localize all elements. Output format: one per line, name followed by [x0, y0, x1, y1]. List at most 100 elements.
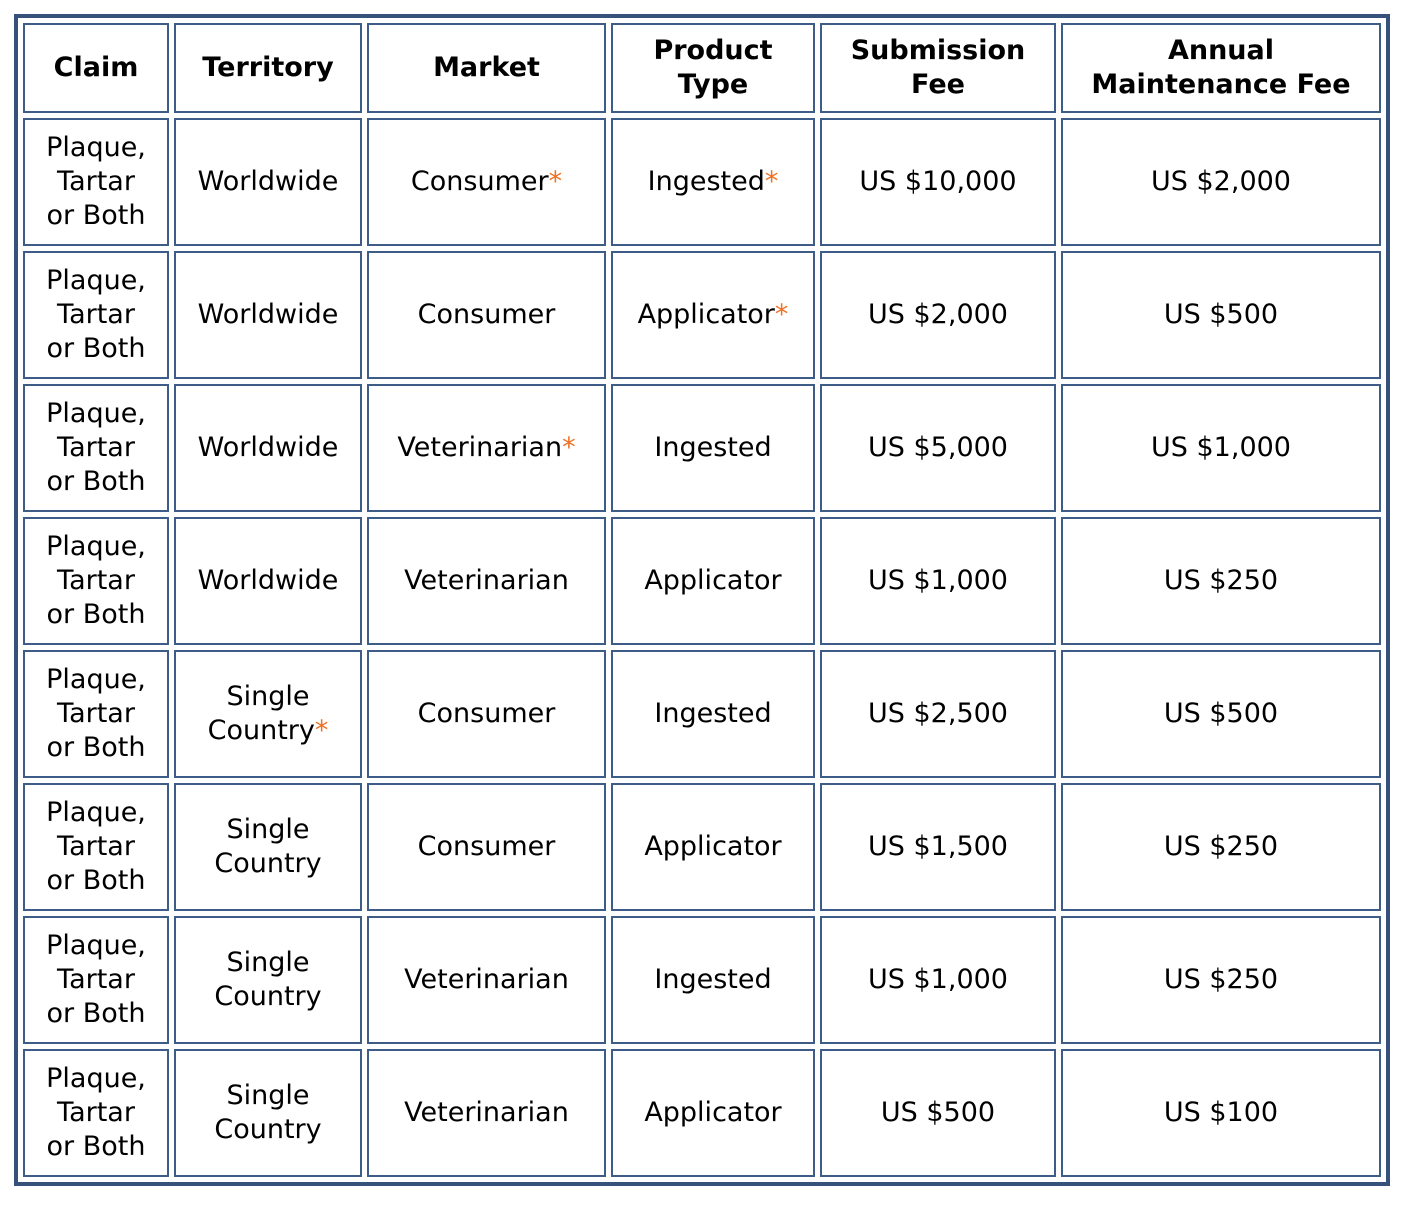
table-header: Claim Territory Market Product Type Subm…: [23, 23, 1381, 113]
cell-value: Plaque, Tartar or Both: [46, 796, 146, 896]
table-row: Plaque, Tartar or Both Single Country Co…: [23, 783, 1381, 911]
table-row: Plaque, Tartar or Both Worldwide Consume…: [23, 118, 1381, 246]
cell-claim: Plaque, Tartar or Both: [23, 517, 169, 645]
cell-claim: Plaque, Tartar or Both: [23, 118, 169, 246]
header-label: Annual Maintenance Fee: [1091, 35, 1351, 100]
cell-market: Consumer: [367, 251, 606, 379]
cell-product-type: Ingested*: [611, 118, 815, 246]
cell-claim: Plaque, Tartar or Both: [23, 916, 169, 1044]
table-row: Plaque, Tartar or Both Worldwide Consume…: [23, 251, 1381, 379]
cell-claim: Plaque, Tartar or Both: [23, 650, 169, 778]
header-label: Submission Fee: [850, 35, 1026, 100]
cell-value: Worldwide: [197, 431, 339, 463]
table-row: Plaque, Tartar or Both Single Country Ve…: [23, 1049, 1381, 1177]
column-header-annual-maintenance-fee: Annual Maintenance Fee: [1061, 23, 1381, 113]
cell-market: Veterinarian: [367, 1049, 606, 1177]
header-row: Claim Territory Market Product Type Subm…: [23, 23, 1381, 113]
cell-value: Single Country: [214, 946, 322, 1012]
cell-market: Veterinarian*: [367, 384, 606, 512]
cell-value: Single Country: [214, 813, 322, 879]
cell-value: Consumer: [417, 298, 556, 330]
cell-product-type: Ingested: [611, 384, 815, 512]
cell-value: Plaque, Tartar or Both: [46, 131, 146, 231]
cell-submission-fee: US $1,000: [820, 916, 1056, 1044]
column-header-submission-fee: Submission Fee: [820, 23, 1056, 113]
cell-value: Veterinarian: [404, 963, 569, 995]
cell-product-type: Applicator*: [611, 251, 815, 379]
cell-annual-maintenance-fee: US $1,000: [1061, 384, 1381, 512]
table-row: Plaque, Tartar or Both Single Country Ve…: [23, 916, 1381, 1044]
cell-territory: Worldwide: [174, 251, 362, 379]
footnote-asterisk: *: [562, 431, 576, 463]
cell-product-type: Applicator: [611, 1049, 815, 1177]
cell-value: Single Country: [207, 680, 315, 746]
cell-submission-fee: US $2,500: [820, 650, 1056, 778]
cell-value: US $500: [1163, 298, 1279, 330]
footnote-asterisk: *: [774, 298, 789, 330]
cell-value: Ingested: [654, 431, 772, 463]
table-row: Plaque, Tartar or Both Single Country* C…: [23, 650, 1381, 778]
cell-value: US $500: [880, 1096, 996, 1128]
cell-annual-maintenance-fee: US $250: [1061, 783, 1381, 911]
cell-value: US $5,000: [868, 431, 1008, 463]
cell-claim: Plaque, Tartar or Both: [23, 384, 169, 512]
cell-product-type: Ingested: [611, 650, 815, 778]
cell-submission-fee: US $5,000: [820, 384, 1056, 512]
cell-value: US $1,000: [868, 564, 1008, 596]
cell-territory: Worldwide: [174, 517, 362, 645]
cell-market: Consumer: [367, 650, 606, 778]
cell-claim: Plaque, Tartar or Both: [23, 251, 169, 379]
cell-value: Veterinarian: [404, 1096, 569, 1128]
table-body: Plaque, Tartar or Both Worldwide Consume…: [23, 118, 1381, 1177]
cell-value: Ingested: [654, 963, 772, 995]
cell-territory: Single Country: [174, 916, 362, 1044]
fee-schedule-table: Claim Territory Market Product Type Subm…: [14, 14, 1390, 1186]
cell-submission-fee: US $1,500: [820, 783, 1056, 911]
cell-product-type: Applicator: [611, 517, 815, 645]
cell-product-type: Applicator: [611, 783, 815, 911]
cell-value: Plaque, Tartar or Both: [46, 929, 146, 1029]
column-header-product-type: Product Type: [611, 23, 815, 113]
cell-value: Consumer: [417, 830, 556, 862]
cell-value: Ingested: [654, 697, 772, 729]
cell-value: Worldwide: [197, 564, 339, 596]
cell-annual-maintenance-fee: US $500: [1061, 650, 1381, 778]
cell-market: Veterinarian: [367, 517, 606, 645]
footnote-asterisk: *: [764, 165, 779, 197]
cell-value: Applicator: [644, 1096, 782, 1128]
cell-annual-maintenance-fee: US $250: [1061, 916, 1381, 1044]
cell-product-type: Ingested: [611, 916, 815, 1044]
cell-value: US $2,500: [868, 697, 1008, 729]
column-header-territory: Territory: [174, 23, 362, 113]
cell-value: Veterinarian: [397, 431, 563, 463]
cell-value: US $100: [1163, 1096, 1279, 1128]
cell-value: Single Country: [214, 1079, 322, 1145]
cell-value: US $1,500: [868, 830, 1008, 862]
header-label: Market: [433, 52, 540, 84]
cell-value: Plaque, Tartar or Both: [46, 264, 146, 364]
cell-submission-fee: US $10,000: [820, 118, 1056, 246]
cell-value: Plaque, Tartar or Both: [46, 1062, 146, 1162]
cell-value: US $1,000: [1151, 431, 1291, 463]
cell-claim: Plaque, Tartar or Both: [23, 1049, 169, 1177]
cell-claim: Plaque, Tartar or Both: [23, 783, 169, 911]
cell-value: Veterinarian: [404, 564, 569, 596]
cell-value: Plaque, Tartar or Both: [46, 663, 146, 763]
cell-territory: Single Country: [174, 783, 362, 911]
cell-submission-fee: US $2,000: [820, 251, 1056, 379]
cell-value: Ingested: [647, 165, 765, 197]
cell-submission-fee: US $1,000: [820, 517, 1056, 645]
header-label: Claim: [53, 52, 139, 84]
cell-annual-maintenance-fee: US $2,000: [1061, 118, 1381, 246]
cell-value: Worldwide: [197, 165, 339, 197]
column-header-market: Market: [367, 23, 606, 113]
footnote-asterisk: *: [548, 165, 563, 197]
cell-value: Consumer: [410, 165, 549, 197]
cell-value: US $500: [1163, 697, 1279, 729]
cell-value: Plaque, Tartar or Both: [46, 530, 146, 630]
cell-value: Worldwide: [197, 298, 339, 330]
cell-value: US $250: [1163, 963, 1279, 995]
cell-value: US $250: [1163, 564, 1279, 596]
cell-value: Applicator: [644, 830, 782, 862]
